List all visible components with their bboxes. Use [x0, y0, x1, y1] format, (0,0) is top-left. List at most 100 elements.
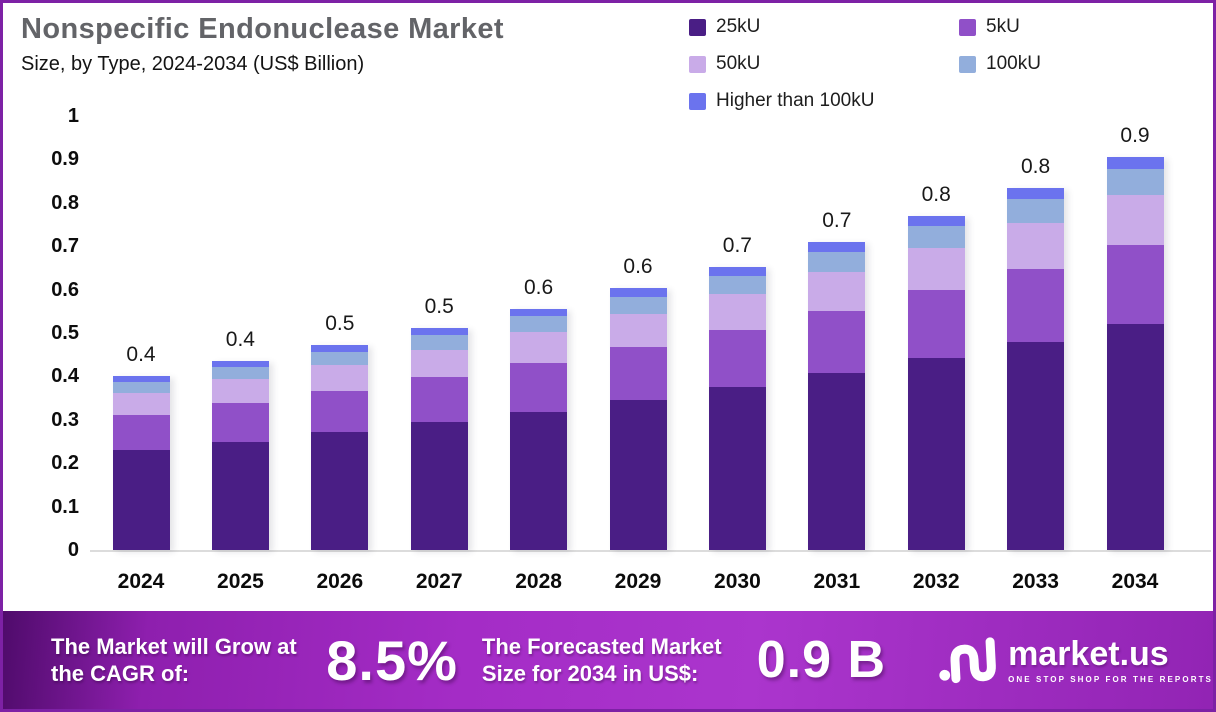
x-tick-label-2025: 2025	[217, 570, 264, 593]
bar-total-label: 0.9	[1120, 124, 1150, 148]
bar-segment-50ku	[808, 272, 866, 311]
x-tick-label-2029: 2029	[614, 570, 662, 593]
bar-segment-50ku	[907, 248, 965, 291]
bar-segment-100ku	[808, 251, 866, 273]
bar-segment-50ku	[510, 332, 568, 363]
bar-2030: 0.7	[708, 234, 766, 550]
legend-swatch	[689, 92, 706, 110]
legend-label: Higher than 100kU	[716, 90, 875, 111]
cagr-value: 8.5%	[326, 628, 458, 692]
bar-segment-100ku	[211, 366, 269, 380]
bar-total-label: 0.8	[921, 182, 951, 206]
bar-segment-5ku	[907, 290, 965, 359]
legend-label: 50kU	[716, 53, 761, 74]
legend-item-higher-than-100ku: Higher than 100kU	[689, 90, 959, 112]
bar-segment-25ku	[708, 387, 766, 550]
legend-item-50ku: 50kU	[689, 53, 959, 75]
bar-segment-100ku	[907, 226, 965, 249]
y-tick-label: 0	[67, 539, 79, 561]
bar-2033: 0.8	[1007, 155, 1065, 550]
bar-segment-higher-than-100ku	[708, 267, 766, 276]
bar-segment-5ku	[112, 415, 170, 451]
bar-segment-5ku	[510, 362, 568, 412]
bar-segment-higher-than-100ku	[311, 345, 369, 352]
y-tick-label: 0.8	[51, 191, 79, 214]
bar-total-label: 0.4	[126, 343, 156, 367]
x-tick-label-2034: 2034	[1111, 570, 1159, 593]
bar-segment-5ku	[1007, 268, 1065, 343]
legend-item-100ku: 100kU	[959, 53, 1041, 75]
market-us-logo: market.us ONE STOP SHOP FOR THE REPORTS	[938, 637, 1213, 684]
bar-segment-higher-than-100ku	[609, 288, 667, 297]
bar-segment-100ku	[1106, 169, 1164, 196]
bar-segment-5ku	[808, 310, 866, 374]
brand-tagline: ONE STOP SHOP FOR THE REPORTS	[1008, 674, 1213, 684]
bar-total-label: 0.7	[822, 209, 852, 233]
bar-segment-25ku	[410, 422, 468, 550]
chart-header: Nonspecific Endonuclease Market Size, by…	[21, 13, 504, 76]
bar-segment-100ku	[112, 382, 170, 394]
bar-segment-higher-than-100ku	[510, 308, 568, 317]
x-tick-label-2030: 2030	[714, 570, 761, 593]
bar-segment-higher-than-100ku	[907, 215, 965, 227]
legend-swatch	[689, 18, 706, 36]
bar-segment-5ku	[311, 390, 369, 433]
bar-segment-100ku	[311, 351, 369, 366]
cagr-label: The Market will Grow at the CAGR of:	[51, 633, 297, 687]
bar-segment-100ku	[609, 296, 667, 314]
legend-label: 100kU	[986, 53, 1041, 74]
bar-segment-higher-than-100ku	[1007, 188, 1065, 200]
bar-segment-50ku	[1106, 195, 1164, 245]
x-tick-label-2027: 2027	[415, 570, 463, 593]
bar-2034: 0.9	[1106, 124, 1164, 550]
x-tick-label-2031: 2031	[813, 570, 861, 593]
bar-segment-50ku	[609, 313, 667, 347]
bar-segment-25ku	[907, 358, 965, 550]
bar-segment-higher-than-100ku	[410, 327, 468, 335]
bar-total-label: 0.8	[1020, 155, 1051, 179]
bar-segment-25ku	[112, 450, 170, 550]
x-tick-label-2026: 2026	[316, 570, 364, 593]
legend-item-25ku: 25kU	[689, 16, 959, 38]
bar-total-label: 0.6	[523, 275, 554, 299]
y-axis: 1 0.9 0.8 0.7 0.6 0.5 0.4 0.3 0.2 0.1 0	[17, 105, 79, 561]
bar-segment-higher-than-100ku	[1106, 157, 1164, 170]
bar-segment-100ku	[1007, 199, 1065, 224]
bar-segment-25ku	[808, 373, 866, 550]
bar-segment-25ku	[1106, 324, 1164, 550]
bar-segment-50ku	[112, 393, 170, 416]
bar-segment-100ku	[510, 316, 568, 333]
bar-2029: 0.6	[609, 255, 667, 550]
bar-total-label: 0.5	[424, 294, 454, 318]
bar-total-label: 0.5	[325, 312, 355, 336]
x-tick-label-2032: 2032	[912, 570, 960, 593]
y-tick-label: 0.7	[51, 235, 79, 258]
bar-segment-25ku	[510, 411, 568, 550]
plot-area: 0.4 2024 0.4 2025 0.5 2026 0.5 2027 0.6 2028 0.6 20…	[90, 116, 1211, 593]
y-tick-label: 1	[67, 105, 79, 127]
brand-text: market.us ONE STOP SHOP FOR THE REPORTS	[1008, 637, 1213, 684]
bar-segment-50ku	[708, 294, 766, 330]
footer-banner: The Market will Grow at the CAGR of: 8.5…	[3, 611, 1213, 709]
bar-2028: 0.6	[510, 276, 568, 550]
x-tick-label-2024: 2024	[117, 570, 165, 593]
legend: 25kU 5kU 50kU 100kU Higher than 100kU	[689, 16, 1041, 112]
legend-swatch	[959, 18, 976, 36]
bar-2031: 0.7	[808, 209, 866, 550]
legend-label: 5kU	[986, 16, 1020, 37]
bar-chart: 1 0.9 0.8 0.7 0.6 0.5 0.4 0.3 0.2 0.1 0 0.4 2024 0.4…	[3, 3, 1213, 613]
bar-segment-50ku	[410, 349, 468, 378]
bar-segment-50ku	[211, 379, 269, 404]
legend-label: 25kU	[716, 16, 761, 37]
bar-segment-higher-than-100ku	[112, 376, 170, 383]
bar-segment-higher-than-100ku	[211, 360, 269, 367]
y-tick-label: 0.3	[51, 408, 79, 431]
y-tick-label: 0.6	[51, 278, 79, 301]
bar-total-label: 0.6	[623, 255, 653, 279]
y-tick-label: 0.2	[51, 452, 79, 475]
legend-swatch	[959, 55, 976, 73]
bar-segment-50ku	[311, 365, 369, 391]
bar-segment-higher-than-100ku	[808, 242, 866, 252]
bar-segment-100ku	[708, 275, 766, 295]
